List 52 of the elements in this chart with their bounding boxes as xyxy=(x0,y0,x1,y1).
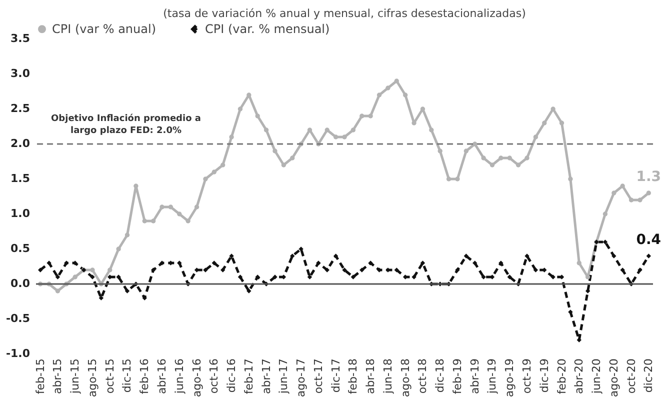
y-tick-label: 3.0 xyxy=(10,67,30,80)
x-tick-label: oct-15 xyxy=(103,358,116,394)
x-tick-label: oct-19 xyxy=(520,358,534,394)
x-tick-label: feb-20 xyxy=(555,358,568,394)
x-tick-label: ago-20 xyxy=(607,358,620,398)
y-tick-label: -1.0 xyxy=(6,347,30,360)
x-tick-label: feb-17 xyxy=(242,358,256,394)
x-tick-label: oct-17 xyxy=(312,358,325,394)
x-tick-label: jun-15 xyxy=(68,358,82,394)
x-tick-label: abr-17 xyxy=(260,358,273,394)
x-tick-label: abr-15 xyxy=(51,358,64,394)
y-tick-label: 1.0 xyxy=(10,207,30,220)
x-tick-label: oct-20 xyxy=(624,358,638,394)
x-tick-label: oct-16 xyxy=(208,358,221,394)
y-tick-label: 0.5 xyxy=(10,242,30,255)
x-tick-label: jun-19 xyxy=(486,358,499,394)
x-tick-label: dic-16 xyxy=(225,358,238,393)
annotation: 0.4 xyxy=(636,232,662,248)
x-tick-label: oct-18 xyxy=(416,358,430,394)
x-tick-label: feb-19 xyxy=(450,358,464,394)
x-tick-label: feb-18 xyxy=(346,358,360,394)
chart-subtitle: (tasa de variación % anual y mensual, cifras desestacionalizadas) xyxy=(163,7,526,20)
x-tick-label: ago-16 xyxy=(190,358,204,398)
x-tick-label: jun-18 xyxy=(381,358,394,394)
x-tick-label: ago-18 xyxy=(398,358,412,398)
y-tick-label: 0.0 xyxy=(10,277,30,290)
y-tick-label: 1.5 xyxy=(10,172,30,185)
x-tick-label: dic-17 xyxy=(329,358,342,393)
y-tick-label: 2.0 xyxy=(10,137,30,150)
x-tick-label: ago-19 xyxy=(503,358,516,398)
x-tick-label: jun-17 xyxy=(277,358,290,394)
x-tick-label: jun-16 xyxy=(172,358,186,394)
legend-label: CPI (var % anual) xyxy=(52,22,156,36)
annotation: 1.3 xyxy=(636,169,662,185)
x-tick-label: dic-19 xyxy=(538,358,551,393)
x-tick-label: feb-16 xyxy=(138,358,152,394)
y-tick-label: 3.5 xyxy=(10,32,30,45)
x-tick-label: abr-20 xyxy=(572,358,586,394)
ref-line-label: Objetivo Inflación promedio a largo plazo FED: 2.0% xyxy=(51,113,201,136)
x-tick-label: dic-15 xyxy=(120,358,134,393)
x-tick-label: abr-18 xyxy=(364,358,378,394)
x-tick-label: abr-16 xyxy=(156,358,169,394)
x-tick-label: abr-19 xyxy=(468,358,482,394)
x-tick-label: ago-15 xyxy=(86,358,99,398)
legend-label: CPI (var. % mensual) xyxy=(205,22,330,36)
x-tick-label: jun-20 xyxy=(590,358,604,394)
x-tick-label: dic-18 xyxy=(434,358,447,393)
x-tick-label: feb-15 xyxy=(34,358,47,394)
y-tick-label: 2.5 xyxy=(10,102,30,115)
x-tick-label: dic-20 xyxy=(642,358,656,393)
x-tick-label: ago-17 xyxy=(294,358,308,398)
y-tick-label: -0.5 xyxy=(6,312,30,325)
